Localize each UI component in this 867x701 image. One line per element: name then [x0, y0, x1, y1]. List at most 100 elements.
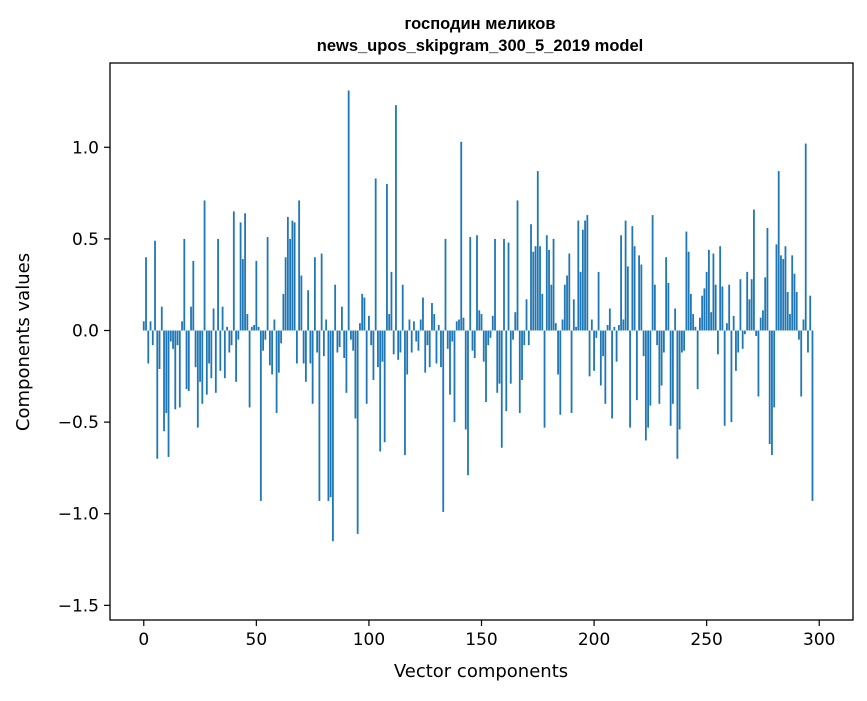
bar: [629, 330, 631, 428]
bar: [286, 216, 289, 331]
bar: [570, 330, 573, 413]
bar: [426, 330, 429, 346]
bar: [669, 330, 672, 426]
bar: [728, 284, 731, 331]
y-axis-label: Components values: [13, 253, 34, 431]
bar: [735, 330, 737, 371]
bar: [453, 330, 456, 423]
bar: [552, 238, 555, 331]
bar: [212, 308, 215, 331]
bar: [395, 105, 397, 331]
bar: [723, 330, 726, 426]
bar: [800, 330, 803, 397]
bar: [334, 284, 337, 331]
bar: [435, 330, 438, 364]
bar: [298, 200, 301, 331]
bar: [532, 251, 535, 331]
bar: [541, 293, 544, 331]
x-tick-label: 250: [690, 630, 722, 650]
plot-area-frame: [109, 62, 854, 621]
bar: [383, 330, 386, 443]
bar: [437, 325, 440, 331]
bar: [473, 330, 476, 358]
bar: [550, 284, 553, 331]
bar: [311, 330, 314, 404]
chart-title-line-2: news_upos_skipgram_300_5_2019 model: [317, 37, 644, 55]
bar: [422, 297, 424, 331]
bar: [599, 330, 602, 386]
bar: [692, 314, 695, 331]
bar: [804, 143, 807, 331]
bar: [500, 330, 503, 448]
bar: [759, 317, 762, 331]
chart-title-line-1: господин меликов: [405, 15, 556, 33]
bar: [181, 321, 183, 331]
bar: [757, 330, 760, 397]
bar: [577, 220, 580, 331]
bar: [667, 282, 670, 331]
bar: [798, 330, 800, 340]
bar: [660, 330, 663, 386]
bar: [572, 299, 575, 331]
bar: [350, 330, 352, 340]
bar: [793, 273, 796, 331]
bar: [142, 321, 145, 331]
bar: [509, 330, 512, 384]
bar: [811, 330, 814, 501]
bar: [536, 171, 539, 331]
bar: [259, 330, 262, 501]
bar: [487, 330, 490, 346]
bar: [210, 330, 213, 379]
bar: [187, 330, 190, 391]
bar: [696, 330, 699, 390]
bar: [766, 227, 769, 331]
bar: [462, 317, 465, 331]
bar: [746, 271, 749, 331]
bar: [291, 220, 294, 331]
bar: [809, 295, 812, 331]
bar: [665, 257, 668, 331]
bar: [356, 330, 359, 534]
bar: [424, 330, 427, 373]
bar: [214, 330, 217, 393]
bar: [449, 330, 451, 395]
bar: [651, 215, 654, 331]
bar: [167, 330, 170, 457]
bar: [322, 330, 325, 357]
bar: [471, 330, 474, 351]
bar: [586, 215, 589, 331]
bar: [372, 330, 375, 380]
bar: [780, 255, 782, 331]
bar: [534, 246, 537, 331]
bar: [530, 224, 532, 331]
x-tick-label: 150: [465, 630, 497, 650]
bar: [232, 211, 235, 331]
bar: [518, 330, 521, 413]
bar: [579, 271, 582, 331]
bar: [581, 229, 584, 331]
y-axis-ticks: −1.5 −1.0 −0.5 0.0 0.5 1.0: [58, 138, 110, 616]
bar: [647, 330, 650, 428]
bar: [615, 330, 618, 362]
bar: [753, 209, 755, 331]
bar: [494, 238, 496, 331]
bar: [775, 244, 778, 331]
bar: [295, 330, 298, 364]
bar: [464, 330, 467, 430]
bar: [293, 222, 296, 331]
bar: [496, 330, 499, 393]
bar: [381, 330, 384, 362]
bar: [631, 226, 634, 331]
bar: [730, 330, 733, 423]
bar: [741, 330, 744, 349]
bar: [345, 330, 348, 393]
bar: [644, 330, 647, 441]
bar: [476, 235, 478, 331]
bar: [176, 330, 179, 346]
bar: [498, 330, 501, 384]
bar: [223, 330, 226, 379]
bar: [676, 330, 679, 459]
bar: [163, 330, 165, 432]
bar: [658, 330, 661, 404]
bar: [410, 330, 413, 353]
